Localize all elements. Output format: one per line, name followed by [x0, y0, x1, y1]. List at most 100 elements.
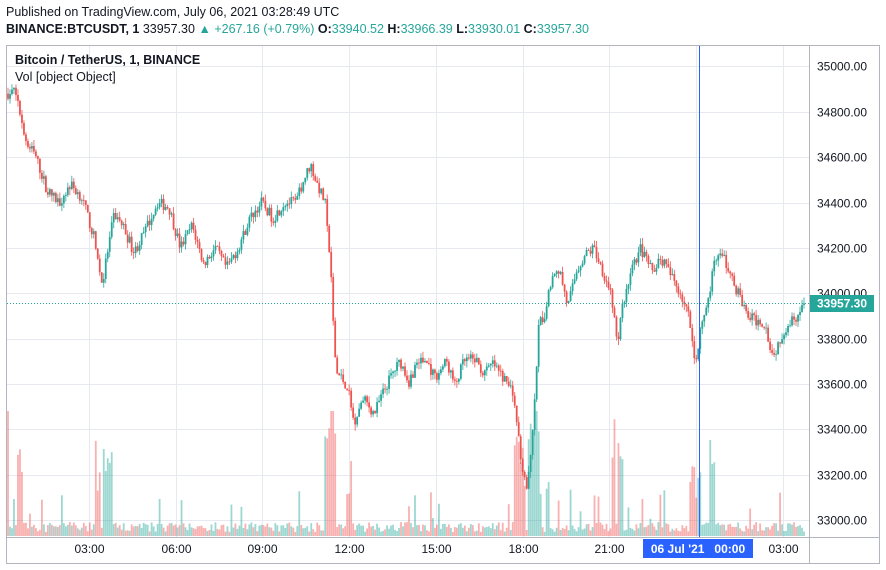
volume-bar — [563, 528, 566, 536]
candle-body — [497, 365, 500, 371]
candle-body — [633, 259, 636, 265]
volume-bar — [90, 529, 93, 536]
volume-bar — [725, 530, 728, 536]
volume-bar — [657, 522, 660, 536]
price-axis[interactable]: 35000.00 34800.00 34600.00 34400.00 34200.00… — [817, 60, 867, 528]
candle-body — [675, 280, 678, 287]
volume-bar — [25, 522, 27, 536]
candle-body — [368, 402, 370, 408]
candle-body — [677, 286, 680, 294]
volume-bar — [27, 528, 29, 536]
candle-body — [206, 256, 209, 266]
volume-bar — [463, 525, 466, 536]
volume-bar — [733, 527, 736, 536]
volume-bar — [693, 467, 696, 536]
volume-bar — [479, 531, 482, 536]
candle-body — [803, 303, 805, 305]
candle-body — [176, 233, 179, 236]
candle-body — [204, 261, 207, 266]
candle-body — [306, 168, 309, 178]
candle-body — [609, 287, 612, 290]
volume-bar — [182, 523, 185, 536]
candle-body — [39, 158, 41, 173]
candle-body — [270, 207, 273, 222]
volume-bar — [272, 530, 275, 536]
candle-body — [254, 210, 257, 218]
volume-bar — [665, 523, 668, 536]
volume-bar — [799, 525, 801, 536]
time-tick-label: 15:00 — [421, 542, 451, 556]
time-axis[interactable]: 03:00 06:00 09:00 12:00 15:00 18:00 21:00 03:00 — [74, 542, 798, 556]
volume-bar — [621, 459, 624, 536]
candle-body — [705, 307, 708, 316]
volume-bar — [645, 526, 648, 536]
candle-body — [332, 277, 335, 321]
candle-body — [240, 239, 243, 250]
candle-body — [180, 241, 183, 248]
volume-bar — [643, 527, 646, 536]
candle-body — [13, 87, 15, 90]
volume-bar — [517, 441, 520, 536]
volume-bar — [130, 524, 133, 536]
volume-bar — [639, 523, 642, 536]
candle-body — [585, 250, 588, 257]
volume-bar — [64, 526, 67, 536]
volume-bar — [132, 526, 135, 536]
volume-bar — [783, 531, 785, 536]
candle-body — [479, 364, 482, 373]
volume-bar — [384, 529, 386, 536]
candle-body — [707, 298, 710, 308]
volume-bar — [461, 527, 464, 536]
volume-bar — [442, 524, 444, 536]
volume-bar — [679, 531, 682, 536]
volume-bar — [102, 449, 105, 536]
volume-bar — [338, 524, 341, 536]
candle-body — [11, 89, 13, 95]
volume-bar — [62, 523, 65, 536]
volume-bar — [70, 525, 73, 536]
volume-bar — [164, 531, 167, 536]
volume-bar — [453, 527, 456, 536]
candle-body — [653, 270, 656, 272]
candle-body — [196, 239, 199, 243]
candle-body — [310, 164, 313, 172]
volume-bar — [258, 525, 261, 536]
candle-body — [324, 199, 327, 201]
volume-bar — [629, 527, 632, 536]
candle-body — [659, 258, 662, 260]
volume-bar — [521, 447, 524, 536]
candle-body — [551, 276, 554, 288]
volume-bar — [444, 523, 446, 536]
candle-body — [631, 264, 634, 274]
volume-bar — [587, 523, 590, 536]
candle-body — [627, 284, 630, 289]
candle-body — [23, 122, 25, 135]
candle-body — [661, 259, 664, 266]
candle-body — [703, 315, 706, 322]
volume-bar — [84, 525, 87, 536]
candle-body — [226, 261, 229, 265]
candle-body — [539, 317, 542, 325]
candle-body — [264, 200, 267, 209]
volume-bar — [244, 523, 247, 536]
volume-bar — [739, 528, 742, 536]
volume-bar — [282, 525, 285, 536]
candle-body — [761, 324, 764, 327]
volume-bar — [430, 492, 432, 536]
volume-bar — [418, 524, 420, 536]
volume-bar — [248, 524, 251, 536]
candle-body — [202, 260, 205, 262]
volume-bar — [21, 471, 23, 536]
candle-body — [308, 168, 311, 172]
candle-body — [410, 374, 412, 387]
candle-body — [509, 385, 512, 387]
volume-bar — [134, 526, 137, 536]
candle-body — [621, 303, 624, 319]
candle-body — [473, 358, 476, 363]
volume-bar — [631, 528, 634, 536]
candle-body — [629, 273, 632, 285]
candle-body — [236, 251, 239, 259]
volume-bar — [210, 524, 213, 536]
candle-body — [463, 359, 466, 362]
